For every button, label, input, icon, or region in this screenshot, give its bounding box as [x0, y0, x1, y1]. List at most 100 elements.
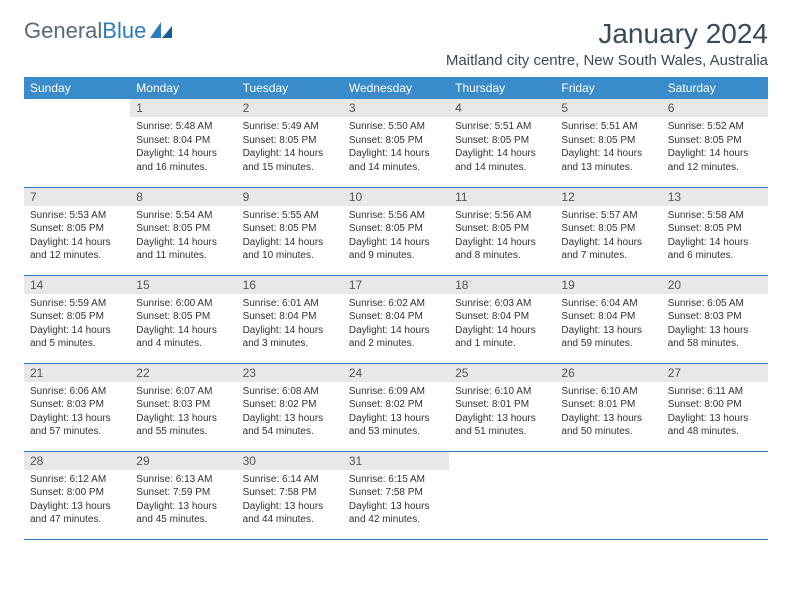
calendar-day-cell: 14Sunrise: 5:59 AMSunset: 8:05 PMDayligh… — [24, 275, 130, 363]
calendar-day-cell — [449, 451, 555, 539]
weekday-header: Friday — [555, 77, 661, 99]
weekday-header: Saturday — [662, 77, 768, 99]
day-number: 5 — [555, 99, 661, 117]
day-details: Sunrise: 5:58 AMSunset: 8:05 PMDaylight:… — [662, 206, 768, 267]
day-details: Sunrise: 5:50 AMSunset: 8:05 PMDaylight:… — [343, 117, 449, 178]
calendar-day-cell: 2Sunrise: 5:49 AMSunset: 8:05 PMDaylight… — [237, 99, 343, 187]
weekday-header: Sunday — [24, 77, 130, 99]
calendar-table: SundayMondayTuesdayWednesdayThursdayFrid… — [24, 77, 768, 540]
calendar-day-cell — [662, 451, 768, 539]
day-details: Sunrise: 6:09 AMSunset: 8:02 PMDaylight:… — [343, 382, 449, 443]
day-number: 22 — [130, 364, 236, 382]
day-number: 3 — [343, 99, 449, 117]
calendar-day-cell: 3Sunrise: 5:50 AMSunset: 8:05 PMDaylight… — [343, 99, 449, 187]
day-number: 29 — [130, 452, 236, 470]
calendar-week-row: 14Sunrise: 5:59 AMSunset: 8:05 PMDayligh… — [24, 275, 768, 363]
day-details: Sunrise: 5:57 AMSunset: 8:05 PMDaylight:… — [555, 206, 661, 267]
day-details: Sunrise: 6:05 AMSunset: 8:03 PMDaylight:… — [662, 294, 768, 355]
day-details: Sunrise: 5:56 AMSunset: 8:05 PMDaylight:… — [343, 206, 449, 267]
day-number: 13 — [662, 188, 768, 206]
day-number — [449, 452, 555, 470]
day-number — [662, 452, 768, 470]
day-number: 18 — [449, 276, 555, 294]
calendar-day-cell: 13Sunrise: 5:58 AMSunset: 8:05 PMDayligh… — [662, 187, 768, 275]
weekday-header: Wednesday — [343, 77, 449, 99]
day-details: Sunrise: 5:48 AMSunset: 8:04 PMDaylight:… — [130, 117, 236, 178]
calendar-day-cell: 5Sunrise: 5:51 AMSunset: 8:05 PMDaylight… — [555, 99, 661, 187]
calendar-week-row: 1Sunrise: 5:48 AMSunset: 8:04 PMDaylight… — [24, 99, 768, 187]
calendar-day-cell: 17Sunrise: 6:02 AMSunset: 8:04 PMDayligh… — [343, 275, 449, 363]
day-number: 14 — [24, 276, 130, 294]
calendar-day-cell: 15Sunrise: 6:00 AMSunset: 8:05 PMDayligh… — [130, 275, 236, 363]
calendar-week-row: 28Sunrise: 6:12 AMSunset: 8:00 PMDayligh… — [24, 451, 768, 539]
day-details: Sunrise: 6:07 AMSunset: 8:03 PMDaylight:… — [130, 382, 236, 443]
day-number: 24 — [343, 364, 449, 382]
day-number: 15 — [130, 276, 236, 294]
day-details: Sunrise: 6:15 AMSunset: 7:58 PMDaylight:… — [343, 470, 449, 531]
logo-text-gray: General — [24, 18, 102, 44]
day-details: Sunrise: 5:54 AMSunset: 8:05 PMDaylight:… — [130, 206, 236, 267]
day-number: 16 — [237, 276, 343, 294]
day-number: 9 — [237, 188, 343, 206]
calendar-day-cell: 27Sunrise: 6:11 AMSunset: 8:00 PMDayligh… — [662, 363, 768, 451]
day-details: Sunrise: 6:14 AMSunset: 7:58 PMDaylight:… — [237, 470, 343, 531]
calendar-day-cell: 16Sunrise: 6:01 AMSunset: 8:04 PMDayligh… — [237, 275, 343, 363]
calendar-body: 1Sunrise: 5:48 AMSunset: 8:04 PMDaylight… — [24, 99, 768, 539]
calendar-day-cell: 23Sunrise: 6:08 AMSunset: 8:02 PMDayligh… — [237, 363, 343, 451]
weekday-header-row: SundayMondayTuesdayWednesdayThursdayFrid… — [24, 77, 768, 99]
calendar-day-cell — [24, 99, 130, 187]
day-number: 10 — [343, 188, 449, 206]
calendar-day-cell: 4Sunrise: 5:51 AMSunset: 8:05 PMDaylight… — [449, 99, 555, 187]
day-number: 25 — [449, 364, 555, 382]
day-details: Sunrise: 6:00 AMSunset: 8:05 PMDaylight:… — [130, 294, 236, 355]
day-details: Sunrise: 5:53 AMSunset: 8:05 PMDaylight:… — [24, 206, 130, 267]
day-number: 8 — [130, 188, 236, 206]
day-number: 1 — [130, 99, 236, 117]
location: Maitland city centre, New South Wales, A… — [446, 52, 768, 69]
calendar-day-cell: 22Sunrise: 6:07 AMSunset: 8:03 PMDayligh… — [130, 363, 236, 451]
day-number: 19 — [555, 276, 661, 294]
calendar-day-cell: 11Sunrise: 5:56 AMSunset: 8:05 PMDayligh… — [449, 187, 555, 275]
logo: GeneralBlue — [24, 18, 172, 44]
calendar-day-cell: 12Sunrise: 5:57 AMSunset: 8:05 PMDayligh… — [555, 187, 661, 275]
month-title: January 2024 — [446, 18, 768, 50]
calendar-week-row: 7Sunrise: 5:53 AMSunset: 8:05 PMDaylight… — [24, 187, 768, 275]
logo-sail-icon — [150, 22, 172, 38]
day-number: 6 — [662, 99, 768, 117]
calendar-day-cell: 30Sunrise: 6:14 AMSunset: 7:58 PMDayligh… — [237, 451, 343, 539]
day-number: 28 — [24, 452, 130, 470]
day-number: 23 — [237, 364, 343, 382]
calendar-day-cell: 31Sunrise: 6:15 AMSunset: 7:58 PMDayligh… — [343, 451, 449, 539]
day-details: Sunrise: 6:01 AMSunset: 8:04 PMDaylight:… — [237, 294, 343, 355]
calendar-day-cell: 21Sunrise: 6:06 AMSunset: 8:03 PMDayligh… — [24, 363, 130, 451]
day-details: Sunrise: 5:51 AMSunset: 8:05 PMDaylight:… — [449, 117, 555, 178]
day-details: Sunrise: 5:59 AMSunset: 8:05 PMDaylight:… — [24, 294, 130, 355]
day-details: Sunrise: 5:49 AMSunset: 8:05 PMDaylight:… — [237, 117, 343, 178]
day-number: 17 — [343, 276, 449, 294]
day-details: Sunrise: 6:10 AMSunset: 8:01 PMDaylight:… — [449, 382, 555, 443]
day-number — [555, 452, 661, 470]
day-details: Sunrise: 6:06 AMSunset: 8:03 PMDaylight:… — [24, 382, 130, 443]
day-details: Sunrise: 6:04 AMSunset: 8:04 PMDaylight:… — [555, 294, 661, 355]
day-details: Sunrise: 6:02 AMSunset: 8:04 PMDaylight:… — [343, 294, 449, 355]
day-details: Sunrise: 6:03 AMSunset: 8:04 PMDaylight:… — [449, 294, 555, 355]
calendar-day-cell: 19Sunrise: 6:04 AMSunset: 8:04 PMDayligh… — [555, 275, 661, 363]
day-details: Sunrise: 5:52 AMSunset: 8:05 PMDaylight:… — [662, 117, 768, 178]
day-number: 2 — [237, 99, 343, 117]
day-details: Sunrise: 5:56 AMSunset: 8:05 PMDaylight:… — [449, 206, 555, 267]
day-details: Sunrise: 6:08 AMSunset: 8:02 PMDaylight:… — [237, 382, 343, 443]
day-number: 4 — [449, 99, 555, 117]
calendar-day-cell: 9Sunrise: 5:55 AMSunset: 8:05 PMDaylight… — [237, 187, 343, 275]
calendar-day-cell: 1Sunrise: 5:48 AMSunset: 8:04 PMDaylight… — [130, 99, 236, 187]
calendar-day-cell: 28Sunrise: 6:12 AMSunset: 8:00 PMDayligh… — [24, 451, 130, 539]
calendar-day-cell: 25Sunrise: 6:10 AMSunset: 8:01 PMDayligh… — [449, 363, 555, 451]
day-details: Sunrise: 5:55 AMSunset: 8:05 PMDaylight:… — [237, 206, 343, 267]
day-details: Sunrise: 6:11 AMSunset: 8:00 PMDaylight:… — [662, 382, 768, 443]
day-number: 20 — [662, 276, 768, 294]
weekday-header: Monday — [130, 77, 236, 99]
weekday-header: Tuesday — [237, 77, 343, 99]
day-details: Sunrise: 6:10 AMSunset: 8:01 PMDaylight:… — [555, 382, 661, 443]
weekday-header: Thursday — [449, 77, 555, 99]
title-block: January 2024 Maitland city centre, New S… — [446, 18, 768, 69]
calendar-day-cell: 20Sunrise: 6:05 AMSunset: 8:03 PMDayligh… — [662, 275, 768, 363]
